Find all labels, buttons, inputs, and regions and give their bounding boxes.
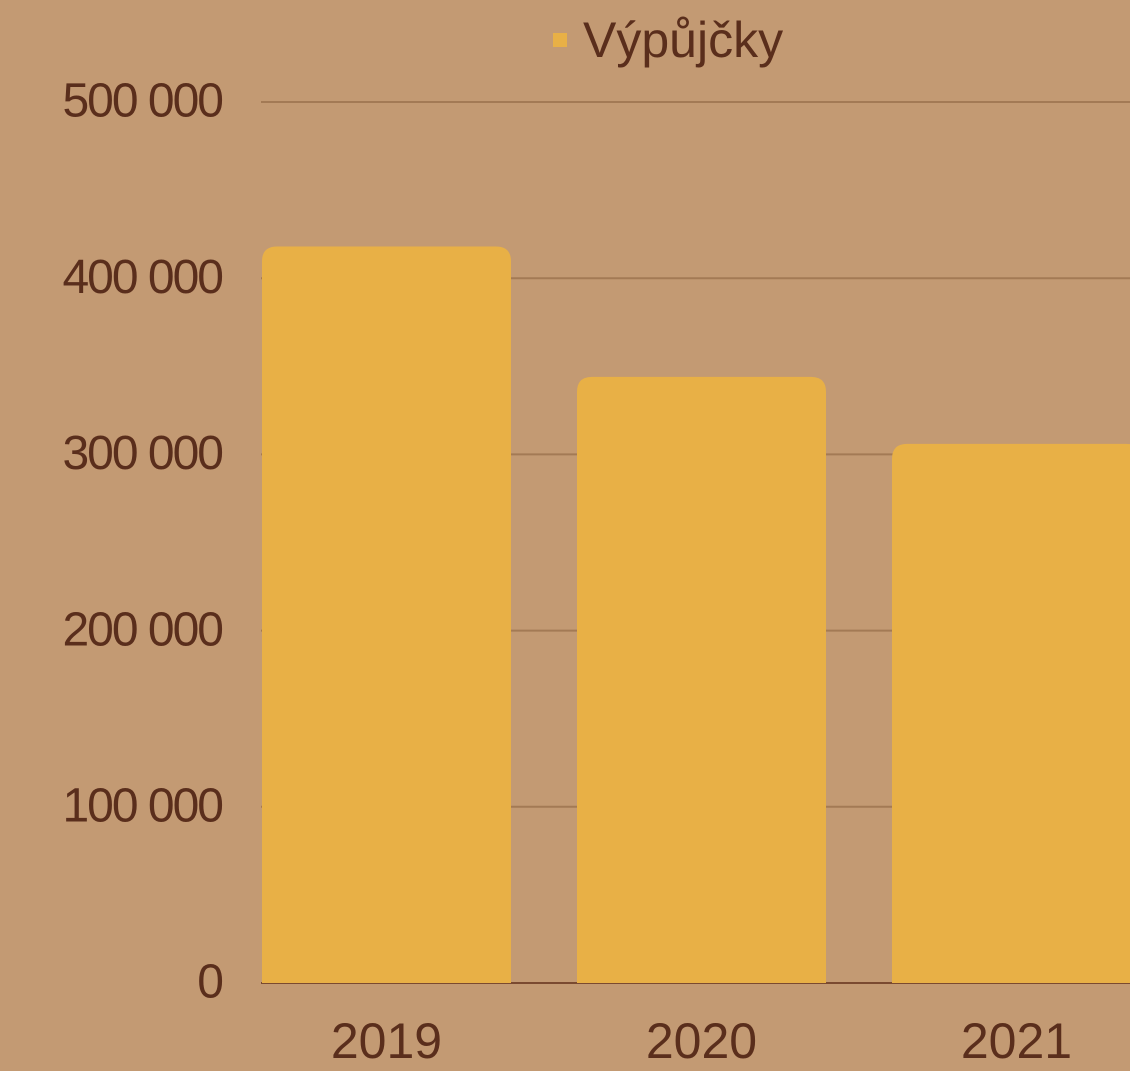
y-tick-label: 300 000 (62, 427, 222, 480)
bar (892, 443, 1130, 983)
y-tick-label: 400 000 (62, 251, 222, 304)
legend-label: Výpůjčky (583, 12, 783, 68)
x-tick-label: 2019 (331, 1013, 442, 1069)
bar (577, 376, 826, 983)
x-tick-label: 2020 (646, 1013, 757, 1069)
legend-swatch (553, 33, 567, 47)
y-tick-label: 500 000 (62, 75, 222, 128)
x-tick-label: 2021 (961, 1013, 1072, 1069)
y-tick-label: 100 000 (62, 779, 222, 832)
y-tick-label: 0 (197, 956, 222, 1009)
bar (262, 246, 511, 983)
y-tick-label: 200 000 (62, 603, 222, 656)
